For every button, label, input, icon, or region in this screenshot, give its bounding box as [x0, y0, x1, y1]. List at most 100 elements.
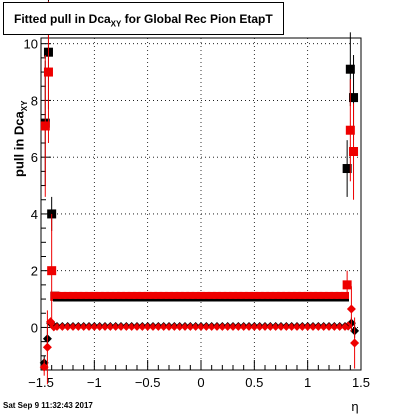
data-point-diamond	[111, 322, 120, 331]
data-point-diamond	[245, 322, 253, 331]
data-point-square	[117, 291, 125, 299]
data-point-square	[255, 291, 264, 299]
data-point-square	[319, 291, 328, 299]
data-point-square	[79, 291, 88, 299]
data-point-diamond	[234, 322, 243, 331]
data-point-diamond	[350, 338, 360, 348]
data-point-diamond	[266, 322, 275, 331]
data-point-square	[106, 291, 115, 299]
data-point-diamond	[95, 322, 104, 331]
data-point-diamond	[63, 322, 72, 331]
y-tick-label: 4	[31, 207, 38, 222]
data-point-square	[202, 291, 211, 299]
data-point-diamond	[181, 322, 189, 331]
data-point-square	[245, 291, 253, 299]
data-point-diamond	[138, 322, 147, 331]
data-point-square	[349, 147, 359, 157]
data-point-diamond	[197, 322, 205, 331]
chart-title: Fitted pull in DcaXY for Global Rec Pion…	[14, 12, 273, 28]
data-point-square	[143, 291, 152, 299]
data-point-square	[197, 291, 205, 299]
data-point-square	[287, 291, 296, 299]
data-point-square	[271, 291, 280, 299]
data-point-square	[40, 121, 50, 131]
data-point-square	[229, 291, 237, 299]
x-tick-label: −1	[87, 375, 102, 390]
data-point-square	[261, 291, 269, 299]
y-tick-label: 10	[24, 37, 38, 52]
x-tick-label: −0.5	[135, 375, 161, 390]
title-main: Fitted pull in Dca	[14, 12, 111, 26]
data-point-square	[69, 291, 77, 299]
plot-frame	[40, 37, 362, 371]
data-point-diamond	[335, 322, 344, 331]
data-point-square	[58, 291, 67, 299]
data-point-diamond	[239, 322, 248, 331]
data-point-diamond	[191, 322, 200, 331]
title-box: Fitted pull in DcaXY for Global Rec Pion…	[3, 2, 284, 35]
x-tick-label: 1.5	[352, 375, 370, 390]
data-point-diamond	[250, 322, 259, 331]
data-point-square	[90, 291, 99, 299]
data-point-square	[122, 291, 131, 299]
data-point-diamond	[207, 322, 216, 331]
data-point-diamond	[309, 322, 317, 331]
data-point-diamond	[277, 322, 285, 331]
data-point-square	[170, 291, 179, 299]
data-point-square	[250, 291, 259, 299]
data-point-diamond	[341, 322, 349, 331]
data-point-diamond	[202, 322, 211, 331]
data-point-square	[314, 291, 323, 299]
data-point-square	[234, 291, 243, 299]
data-point-diamond	[79, 322, 88, 331]
data-point-diamond	[175, 322, 184, 331]
x-axis-label: η	[351, 399, 358, 414]
data-point-square	[149, 291, 157, 299]
data-point-square	[293, 291, 301, 299]
data-point-square	[325, 291, 333, 299]
data-point-square	[53, 291, 61, 299]
data-point-diamond	[298, 322, 307, 331]
data-point-diamond	[90, 322, 99, 331]
y-tick-label: 6	[31, 150, 38, 165]
data-point-diamond	[122, 322, 131, 331]
data-point-square	[335, 291, 344, 299]
title-subscript: XY	[110, 19, 122, 29]
data-point-square	[207, 291, 216, 299]
data-point-square	[341, 291, 349, 299]
data-point-diamond	[319, 322, 328, 331]
data-point-diamond	[330, 322, 339, 331]
data-point-diamond	[261, 322, 269, 331]
data-point-square	[342, 164, 352, 174]
data-point-square	[239, 291, 248, 299]
data-point-square	[277, 291, 285, 299]
data-point-square	[298, 291, 307, 299]
data-point-diamond	[85, 322, 93, 331]
data-point-square	[47, 266, 57, 276]
data-point-square	[85, 291, 93, 299]
data-point-diamond	[58, 322, 67, 331]
data-point-diamond	[186, 322, 195, 331]
x-tick-label: −1.5	[28, 375, 54, 390]
y-tick-label: 2	[31, 264, 38, 279]
data-point-diamond	[53, 322, 61, 331]
data-point-square	[154, 291, 163, 299]
y-axis-label: pull in DcaXY	[11, 100, 29, 177]
data-point-square	[181, 291, 189, 299]
x-tick-label: 0.5	[245, 375, 263, 390]
data-point-square	[43, 67, 53, 77]
data-point-diamond	[69, 322, 77, 331]
data-point-square	[213, 291, 221, 299]
data-point-diamond	[287, 322, 296, 331]
data-point-diamond	[127, 322, 136, 331]
y-tick-label: 8	[31, 93, 38, 108]
data-point-diamond	[165, 322, 173, 331]
data-point-diamond	[293, 322, 301, 331]
data-point-square	[186, 291, 195, 299]
data-point-square	[345, 125, 355, 135]
data-point-diamond	[325, 322, 333, 331]
data-point-diamond	[223, 322, 232, 331]
data-point-diamond	[74, 322, 83, 331]
data-point-diamond	[346, 304, 356, 314]
